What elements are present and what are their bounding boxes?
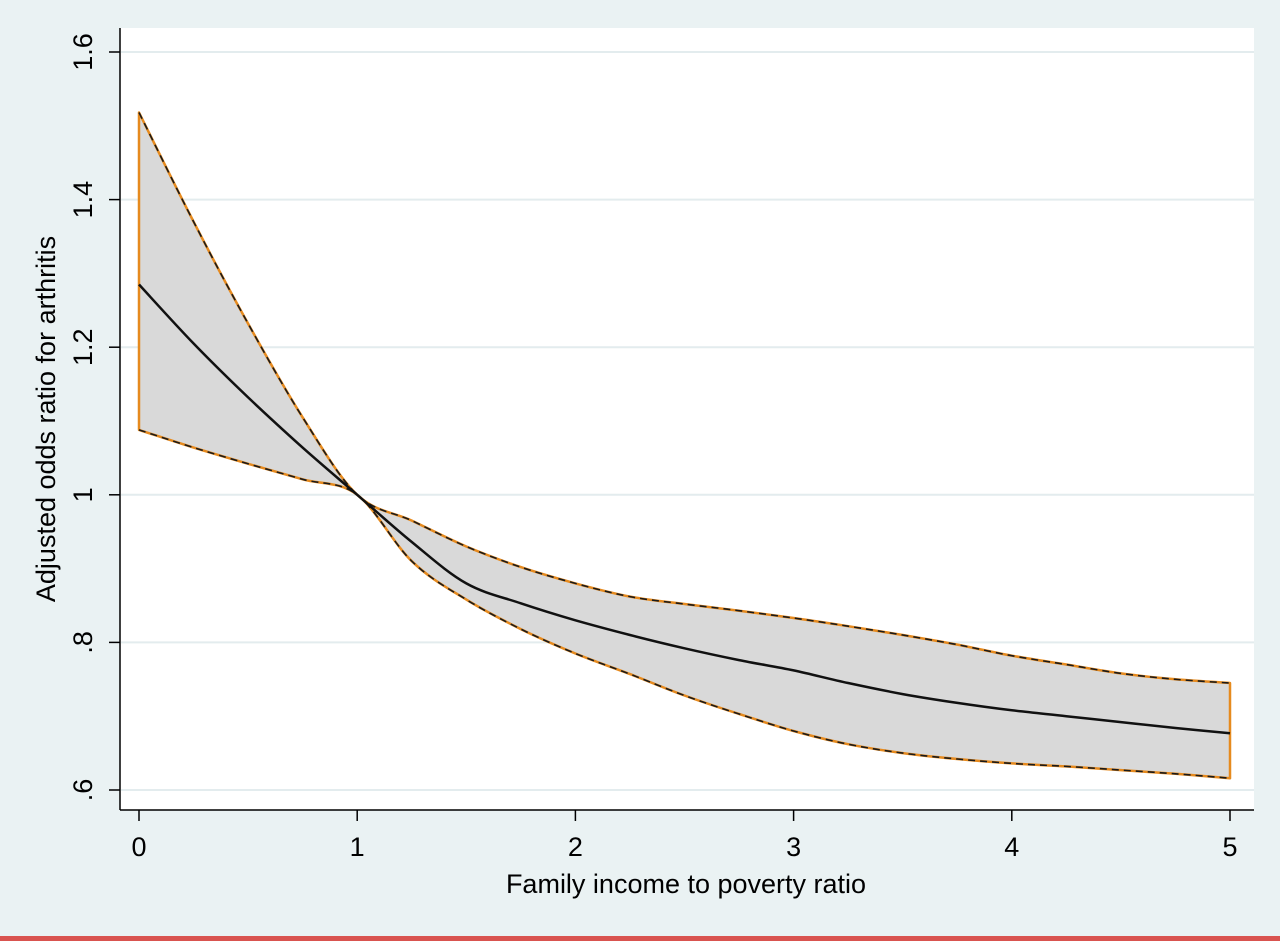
x-tick-label: 0 bbox=[131, 832, 146, 862]
estimate-line bbox=[138, 283, 1231, 735]
y-tick-label: .6 bbox=[68, 779, 98, 802]
axes bbox=[119, 28, 1254, 811]
axis-ticks: 0 1 2 3 4 5 .6 .8 1 1.2 1.4 1.6 bbox=[68, 33, 1238, 862]
x-tick-label: 3 bbox=[786, 832, 801, 862]
x-tick-label: 4 bbox=[1004, 832, 1019, 862]
confidence-band bbox=[137, 111, 1232, 780]
y-tick-label: .8 bbox=[68, 631, 98, 654]
x-tick-label: 1 bbox=[350, 832, 365, 862]
confidence-band-area bbox=[137, 111, 1232, 780]
y-axis-title: Adjusted odds ratio for arthritis bbox=[31, 236, 61, 602]
y-tick-label: 1.6 bbox=[68, 33, 98, 71]
bottom-border-rule bbox=[0, 936, 1280, 941]
lower-ci-line bbox=[138, 429, 1231, 779]
x-tick-label: 2 bbox=[568, 832, 583, 862]
x-axis-title: Family income to poverty ratio bbox=[506, 869, 866, 899]
y-tick-label: 1.2 bbox=[68, 328, 98, 366]
series-lines bbox=[138, 112, 1231, 779]
y-tick-label: 1 bbox=[68, 487, 98, 502]
x-tick-label: 5 bbox=[1222, 832, 1237, 862]
upper-ci-line bbox=[138, 112, 1231, 684]
y-tick-label: 1.4 bbox=[68, 181, 98, 219]
